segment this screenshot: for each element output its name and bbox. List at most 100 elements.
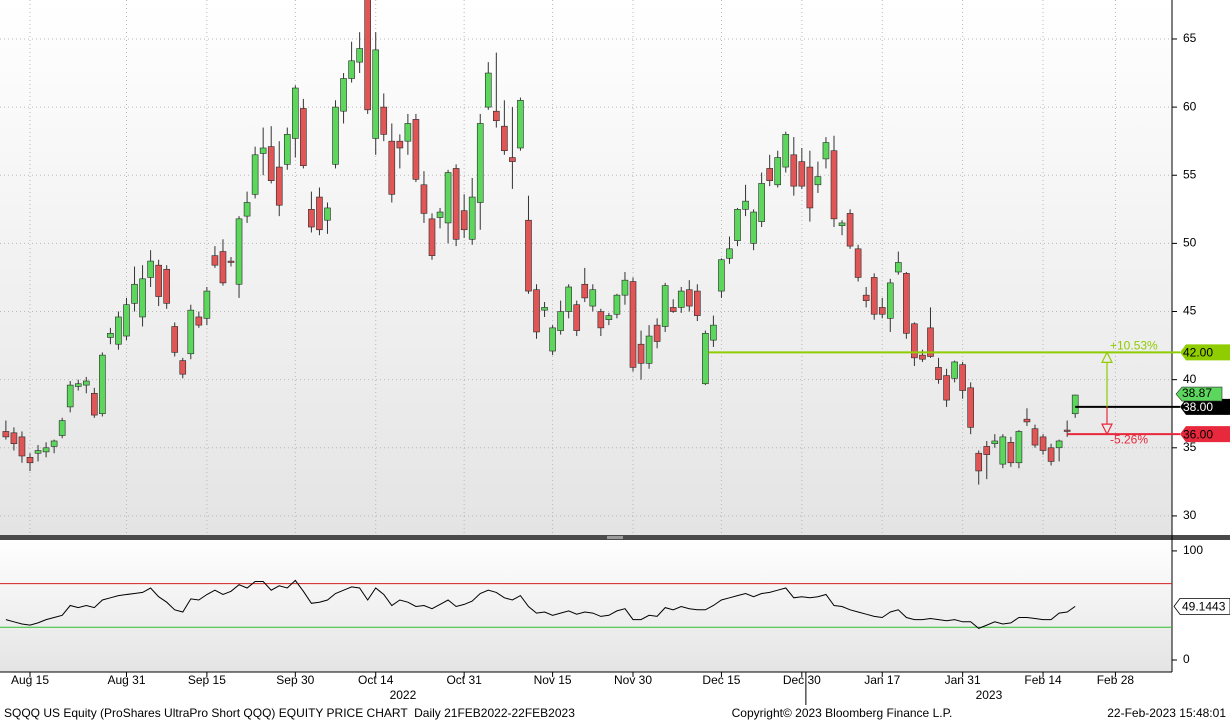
candle-body — [886, 282, 894, 319]
candle-body — [1071, 394, 1079, 415]
x-tick-label: Sep 30 — [276, 673, 314, 687]
candle-body — [975, 452, 983, 472]
rsi-value-tag — [1173, 597, 1230, 615]
candle-body — [468, 196, 476, 240]
candle-body — [1063, 429, 1071, 432]
candle-body — [533, 289, 540, 333]
candle-body — [822, 142, 830, 160]
candle-body — [211, 255, 219, 266]
candle-body — [854, 248, 862, 278]
candle-body — [541, 307, 548, 311]
candle-body — [573, 304, 581, 331]
candle-body — [1047, 447, 1055, 462]
x-tick-label: Aug 31 — [107, 673, 145, 687]
candle-body — [1031, 428, 1039, 446]
candle-body — [750, 211, 757, 244]
candle-body — [1023, 418, 1031, 423]
candle-body — [927, 327, 934, 357]
candle-body — [798, 161, 806, 187]
candle-body — [163, 268, 170, 304]
candle-body — [26, 457, 34, 464]
candle-body — [74, 383, 82, 387]
candle-body — [589, 289, 597, 307]
candle-body — [991, 440, 999, 444]
candle-body — [895, 262, 902, 273]
candle-body — [452, 168, 460, 240]
candle-body — [195, 316, 203, 326]
candle-body — [967, 387, 974, 428]
candle-body — [790, 154, 798, 187]
candle-body — [123, 304, 130, 337]
candle-body — [243, 202, 251, 217]
candle-body — [919, 354, 926, 360]
candle-body — [718, 259, 725, 292]
candle-body — [91, 392, 98, 416]
candle-body — [340, 78, 347, 112]
candle-body — [444, 172, 452, 224]
candle-body — [292, 87, 299, 139]
candle-body — [846, 213, 854, 247]
x-year-label: 2023 — [976, 688, 1003, 702]
candle-body — [870, 277, 878, 315]
candle-body — [34, 450, 42, 454]
candle-body — [275, 166, 283, 206]
candle-body — [436, 211, 444, 218]
candle-body — [903, 273, 910, 334]
candle-body — [702, 333, 709, 385]
candle-body — [943, 375, 950, 401]
candle-body — [179, 360, 187, 375]
candle-body — [501, 125, 508, 152]
candle-body — [58, 420, 66, 436]
y-tick-label: 55 — [1183, 167, 1197, 181]
rsi-panel — [0, 540, 1172, 672]
candle-body — [766, 168, 773, 181]
candle-body — [50, 440, 58, 447]
level-tag — [1180, 398, 1230, 415]
candle-body — [155, 264, 162, 297]
candle-body — [316, 196, 323, 231]
candle-body — [139, 278, 146, 318]
x-year-label: 2022 — [390, 688, 417, 702]
candle-body — [187, 309, 195, 355]
y-tick-label: 0 — [1183, 652, 1190, 666]
candle-body — [814, 176, 822, 186]
candle-body — [999, 436, 1007, 465]
y-tick-label: 45 — [1183, 304, 1197, 318]
candle-body — [597, 311, 605, 329]
candle-body — [710, 324, 717, 341]
candle-body — [476, 123, 484, 203]
candle-body — [203, 290, 211, 319]
candle-body — [774, 157, 782, 186]
rsi-line — [5, 579, 1076, 629]
candle-body — [621, 279, 629, 296]
candle-body — [2, 431, 10, 438]
y-tick-label: 30 — [1183, 508, 1197, 522]
candle-body — [742, 200, 749, 210]
candle-body — [99, 354, 106, 415]
x-tick-label: Dec 30 — [783, 673, 821, 687]
candle-body — [734, 209, 741, 241]
footer-left: SQQQ US Equity (ProShares UltraPro Short… — [4, 706, 575, 720]
candle-body — [983, 446, 991, 455]
level-tag — [1180, 426, 1230, 443]
candle-body — [878, 307, 886, 315]
candle-body — [525, 219, 532, 292]
last-price-tag — [1175, 386, 1223, 402]
y-tick-label: 50 — [1183, 236, 1197, 250]
candle-body — [396, 140, 404, 149]
candle-body — [82, 380, 90, 386]
candle-body — [581, 283, 589, 299]
candle-body — [348, 60, 355, 79]
x-tick-label: Jan 17 — [864, 673, 900, 687]
candle-body — [951, 361, 958, 379]
candle-body — [372, 49, 380, 139]
candle-body — [171, 326, 179, 353]
candle-body — [517, 99, 524, 149]
candle-body — [356, 48, 363, 63]
candle-body — [412, 119, 420, 180]
candle-body — [267, 146, 275, 181]
candle-body — [1055, 440, 1063, 449]
candle-body — [653, 324, 661, 342]
candle-body — [107, 333, 114, 338]
candle-body — [935, 367, 942, 380]
